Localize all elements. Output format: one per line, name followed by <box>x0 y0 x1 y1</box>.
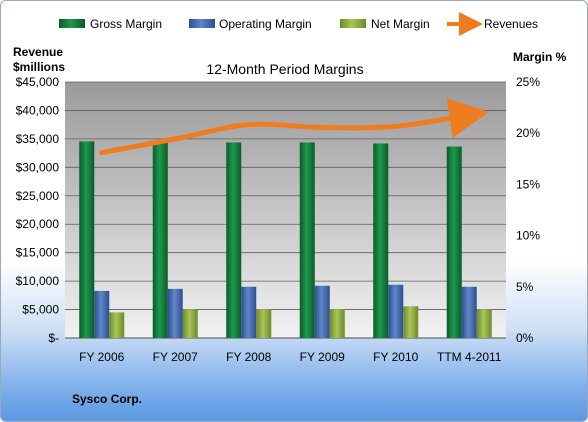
legend: Gross Margin Operating Margin Net Margin… <box>59 12 538 36</box>
right-tick-label: 15% <box>516 177 540 191</box>
legend-swatch-gross <box>59 19 85 28</box>
x-tick-label: FY 2009 <box>300 350 345 364</box>
right-tick-label: 25% <box>516 75 540 89</box>
left-tick-label: $15,000 <box>16 246 60 260</box>
right-axis-title: Margin % <box>513 50 567 64</box>
legend-label-operating: Operating Margin <box>219 17 312 31</box>
operating-margin-bar <box>461 286 477 338</box>
right-tick-label: 0% <box>516 331 534 345</box>
left-tick-label: $25,000 <box>16 189 60 203</box>
left-axis: $- $5,000 $10,000 $15,000 $20,000 $25,000 $30,… <box>16 75 60 345</box>
left-tick-label: $40,000 <box>16 103 60 117</box>
net-margin-bar <box>109 312 125 338</box>
right-tick-label: 10% <box>516 229 540 243</box>
net-margin-bar <box>182 309 198 338</box>
x-tick-label: FY 2008 <box>226 350 271 364</box>
left-tick-label: $20,000 <box>16 217 60 231</box>
x-axis: FY 2006 FY 2007 FY 2008 FY 2009 FY 2010 TTM 4… <box>79 350 502 364</box>
net-margin-bar <box>256 309 272 338</box>
gross-margin-bar <box>446 146 462 338</box>
revenue-point <box>172 136 178 142</box>
legend-swatch-net <box>340 19 366 28</box>
legend-swatch-operating <box>189 19 215 28</box>
revenue-point <box>99 150 105 156</box>
gross-margin-bar <box>152 142 168 338</box>
revenues-points <box>99 112 472 156</box>
revenue-point <box>319 125 325 131</box>
left-tick-label: $30,000 <box>16 160 60 174</box>
left-tick-label: $45,000 <box>16 75 60 89</box>
legend-label-net: Net Margin <box>371 17 430 31</box>
x-tick-label: TTM 4-2011 <box>437 350 502 364</box>
right-tick-label: 5% <box>516 280 534 294</box>
revenue-point <box>466 112 472 118</box>
left-tick-label: $5,000 <box>22 303 59 317</box>
bar-series <box>79 141 492 338</box>
net-margin-bar <box>403 306 419 338</box>
operating-margin-bar <box>94 290 110 338</box>
left-tick-label: $- <box>48 331 59 345</box>
revenue-point <box>246 122 252 128</box>
gridlines <box>65 81 506 339</box>
left-tick-label: $10,000 <box>16 274 60 288</box>
net-margin-bar <box>329 309 345 338</box>
gross-margin-bar <box>373 143 389 338</box>
company-name: Sysco Corp. <box>72 392 142 406</box>
x-tick-label: FY 2010 <box>373 350 418 364</box>
revenue-point <box>393 123 399 129</box>
legend-label-revenues: Revenues <box>484 17 538 31</box>
gross-margin-bar <box>79 141 95 338</box>
operating-margin-bar <box>388 284 404 338</box>
right-tick-label: 20% <box>516 126 540 140</box>
right-axis: 0% 5% 10% 15% 20% 25% <box>516 75 540 345</box>
chart-title: 12-Month Period Margins <box>206 61 363 77</box>
left-axis-title-line-2: $millions <box>13 60 65 74</box>
x-tick-label: FY 2007 <box>153 350 198 364</box>
x-tick-label: FY 2006 <box>79 350 124 364</box>
gross-margin-bar <box>299 142 315 338</box>
revenues-line <box>99 98 490 156</box>
operating-margin-bar <box>241 286 257 338</box>
left-axis-title-line-1: Revenue <box>13 45 63 59</box>
gross-margin-bar <box>226 142 242 338</box>
operating-margin-bar <box>167 288 183 338</box>
net-margin-bar <box>476 309 492 338</box>
legend-label-gross: Gross Margin <box>90 17 162 31</box>
left-tick-label: $35,000 <box>16 132 60 146</box>
operating-margin-bar <box>314 285 330 338</box>
